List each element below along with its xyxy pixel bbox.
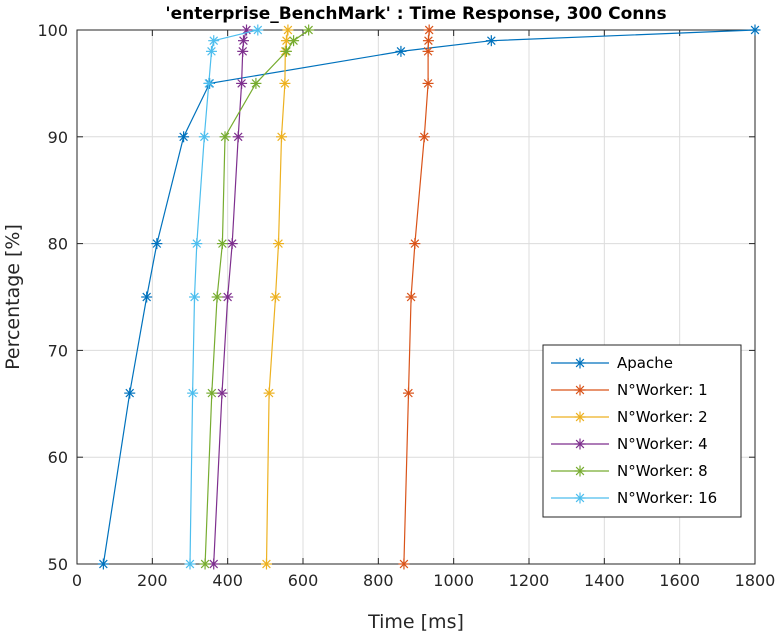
series-apache	[97, 24, 761, 570]
data-point	[402, 387, 414, 399]
data-point	[280, 45, 292, 57]
series-n-worker-1	[398, 24, 435, 570]
legend-item: Apache	[551, 354, 673, 372]
data-point	[280, 35, 292, 47]
data-point	[124, 387, 136, 399]
data-point	[574, 465, 586, 477]
data-point	[178, 131, 190, 143]
data-point	[574, 357, 586, 369]
data-point	[263, 387, 275, 399]
data-point	[199, 558, 211, 570]
data-point	[232, 131, 244, 143]
data-point	[276, 131, 288, 143]
x-tick-label: 600	[288, 571, 319, 590]
data-point	[250, 77, 262, 89]
y-axis-label: Percentage [%]	[2, 224, 24, 370]
data-point	[409, 238, 421, 250]
x-axis-label: Time [ms]	[367, 611, 464, 633]
data-point	[749, 24, 761, 36]
legend-item: N°Worker: 8	[551, 462, 708, 480]
data-point	[422, 35, 434, 47]
y-tick-label: 80	[48, 235, 68, 254]
legend: Apache N°Worker: 1 N°Worker: 2 N°Worker: 4 N…	[542, 344, 742, 518]
data-point	[222, 291, 234, 303]
legend-item: N°Worker: 2	[551, 408, 708, 426]
data-point	[237, 35, 249, 47]
series-n-worker-16	[184, 24, 264, 570]
data-point	[198, 131, 210, 143]
data-point	[208, 35, 220, 47]
x-tick-label: 200	[137, 571, 168, 590]
y-tick-label: 70	[48, 341, 68, 360]
legend-label: N°Worker: 16	[617, 489, 717, 507]
data-point	[423, 24, 435, 36]
data-point	[260, 558, 272, 570]
data-point	[141, 291, 153, 303]
data-point	[279, 77, 291, 89]
data-point	[574, 411, 586, 423]
data-point	[422, 77, 434, 89]
data-point	[303, 24, 315, 36]
data-point	[252, 24, 264, 36]
legend-item: N°Worker: 4	[551, 435, 708, 453]
data-point	[418, 131, 430, 143]
chart-title: 'enterprise_BenchMark' : Time Response, …	[165, 4, 666, 24]
legend-item: N°Worker: 16	[551, 489, 717, 507]
series-n-worker-8	[199, 24, 315, 570]
data-point	[288, 35, 300, 47]
data-point	[191, 238, 203, 250]
legend-label: Apache	[617, 354, 673, 372]
legend-label: N°Worker: 4	[617, 435, 708, 453]
x-tick-label: 1200	[509, 571, 550, 590]
legend-label: N°Worker: 8	[617, 462, 708, 480]
data-point	[236, 77, 248, 89]
ticks: 0 200 400 600 800 1000 1200 1400 1600 1800 50 60 70 8…	[37, 21, 775, 590]
data-point	[395, 45, 407, 57]
y-tick-label: 50	[48, 555, 68, 574]
data-point	[97, 558, 109, 570]
series-n-worker-4	[208, 24, 252, 570]
data-point	[270, 291, 282, 303]
data-point	[226, 238, 238, 250]
x-tick-label: 1600	[659, 571, 700, 590]
data-point	[151, 238, 163, 250]
series-layer	[97, 24, 761, 570]
y-tick-label: 90	[48, 128, 68, 147]
legend-label: N°Worker: 2	[617, 408, 708, 426]
data-point	[189, 291, 201, 303]
data-point	[205, 45, 217, 57]
data-point	[211, 291, 223, 303]
data-point	[237, 45, 249, 57]
data-point	[206, 387, 218, 399]
x-tick-label: 1400	[584, 571, 625, 590]
data-point	[574, 384, 586, 396]
data-point	[485, 35, 497, 47]
data-point	[574, 492, 586, 504]
data-point	[405, 291, 417, 303]
x-tick-label: 800	[363, 571, 394, 590]
legend-label: N°Worker: 1	[617, 381, 708, 399]
x-tick-label: 0	[72, 571, 82, 590]
y-tick-label: 100	[37, 21, 68, 40]
data-point	[398, 558, 410, 570]
y-tick-label: 60	[48, 448, 68, 467]
data-point	[574, 438, 586, 450]
x-tick-label: 1800	[735, 571, 776, 590]
data-point	[282, 24, 294, 36]
legend-item: N°Worker: 1	[551, 381, 708, 399]
data-point	[187, 387, 199, 399]
data-point	[219, 131, 231, 143]
x-tick-label: 400	[212, 571, 243, 590]
plot-area	[76, 29, 756, 565]
data-point	[203, 77, 215, 89]
data-point	[422, 45, 434, 57]
legend-box	[542, 344, 742, 518]
data-point	[216, 238, 228, 250]
data-point	[273, 238, 285, 250]
x-tick-label: 1000	[433, 571, 474, 590]
data-point	[184, 558, 196, 570]
data-point	[216, 387, 228, 399]
